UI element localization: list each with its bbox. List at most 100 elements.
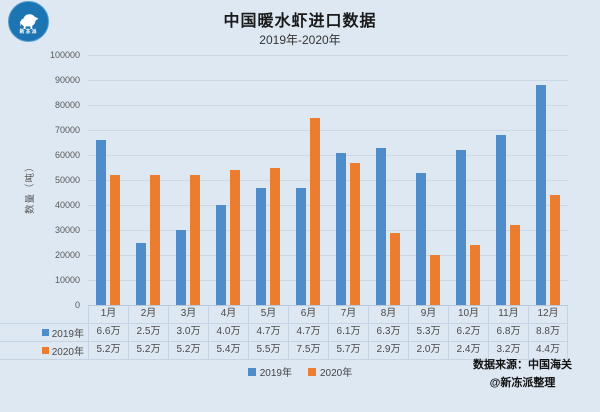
logo-label: 新冻派 bbox=[19, 28, 38, 35]
month-label: 1月 bbox=[88, 306, 128, 323]
bar-2020年-11月 bbox=[510, 225, 520, 305]
legend-swatch-2019 bbox=[247, 367, 256, 376]
bar-2019年-6月 bbox=[296, 187, 306, 305]
bar-2020年-1月 bbox=[110, 175, 120, 305]
bar-2019年-7月 bbox=[336, 152, 346, 305]
plot-area bbox=[88, 55, 568, 305]
value-2020年-8月: 2.9万 bbox=[368, 342, 408, 359]
data-table: 1月 2月 3月 4月 5月 6月 7月 8月 9月 10月 11月 12月 2019年 6.6万 2.… bbox=[0, 305, 568, 360]
value-2020年-3月: 5.2万 bbox=[168, 342, 208, 359]
month-row-label-spacer bbox=[0, 305, 88, 323]
y-tick-label: 0 bbox=[74, 300, 80, 310]
chart-legend: 2019年 2020年 bbox=[0, 364, 600, 379]
bar-2020年-5月 bbox=[270, 167, 280, 305]
gridline bbox=[88, 130, 568, 131]
y-tick-label: 10000 bbox=[54, 275, 80, 285]
value-2019年-6月: 4.7万 bbox=[288, 324, 328, 341]
bar-2020年-9月 bbox=[430, 255, 440, 305]
bar-group-1月 bbox=[88, 55, 128, 305]
value-2020年-1月: 5.2万 bbox=[88, 342, 128, 359]
value-2019年-12月: 8.8万 bbox=[528, 324, 568, 341]
gridline bbox=[88, 80, 568, 81]
bar-group-6月 bbox=[288, 55, 328, 305]
value-2019年-11月: 6.8万 bbox=[488, 324, 528, 341]
value-2020年-12月: 4.4万 bbox=[528, 342, 568, 359]
y-tick-label: 90000 bbox=[54, 75, 80, 85]
data-source: 数据来源：中国海关 @新冻派整理 bbox=[473, 357, 572, 392]
gridline bbox=[88, 205, 568, 206]
gridline bbox=[88, 280, 568, 281]
bar-2020年-12月 bbox=[550, 195, 560, 305]
value-2020年-2月: 5.2万 bbox=[128, 342, 168, 359]
y-tick-label: 40000 bbox=[54, 200, 80, 210]
month-label: 8月 bbox=[368, 306, 408, 323]
month-row-cells: 1月 2月 3月 4月 5月 6月 7月 8月 9月 10月 11月 12月 bbox=[88, 305, 568, 323]
data-source-line2: @新冻派整理 bbox=[489, 376, 556, 389]
month-label: 9月 bbox=[408, 306, 448, 323]
gridline bbox=[88, 230, 568, 231]
bar-2019年-4月 bbox=[216, 205, 226, 305]
value-2020年-6月: 7.5万 bbox=[288, 342, 328, 359]
bar-2019年-10月 bbox=[456, 150, 466, 305]
month-label: 5月 bbox=[248, 306, 288, 323]
month-label: 11月 bbox=[488, 306, 528, 323]
bar-2020年-10月 bbox=[470, 245, 480, 305]
value-2019年-4月: 4.0万 bbox=[208, 324, 248, 341]
bars bbox=[88, 55, 568, 305]
bar-2019年-1月 bbox=[96, 140, 106, 305]
value-2020年-7月: 5.7万 bbox=[328, 342, 368, 359]
month-row: 1月 2月 3月 4月 5月 6月 7月 8月 9月 10月 11月 12月 bbox=[0, 305, 568, 323]
series-name-2020: 2020年 bbox=[51, 347, 84, 358]
series-swatch-2020 bbox=[41, 347, 49, 354]
month-label: 4月 bbox=[208, 306, 248, 323]
bar-2019年-5月 bbox=[256, 187, 266, 305]
value-2020年-11月: 3.2万 bbox=[488, 342, 528, 359]
bar-2019年-12月 bbox=[536, 85, 546, 305]
bar-2020年-6月 bbox=[310, 117, 320, 305]
value-2020年-10月: 2.4万 bbox=[448, 342, 488, 359]
gridlines bbox=[88, 55, 568, 305]
value-2019年-1月: 6.6万 bbox=[88, 324, 128, 341]
chart-subtitle: 2019年-2020年 bbox=[259, 33, 341, 47]
data-source-line1: 数据来源：中国海关 bbox=[473, 359, 572, 371]
value-2020年-4月: 5.4万 bbox=[208, 342, 248, 359]
gridline bbox=[88, 255, 568, 256]
value-2019年-2月: 2.5万 bbox=[128, 324, 168, 341]
legend-label-2019: 2019年 bbox=[259, 368, 292, 379]
bar-group-9月 bbox=[408, 55, 448, 305]
chart-title: 中国暖水虾进口数据 bbox=[223, 13, 377, 30]
value-2019年-5月: 4.7万 bbox=[248, 324, 288, 341]
y-tick-label: 50000 bbox=[54, 175, 80, 185]
month-label: 2月 bbox=[128, 306, 168, 323]
bar-2019年-8月 bbox=[376, 147, 386, 305]
bar-group-4月 bbox=[208, 55, 248, 305]
bar-2019年-3月 bbox=[176, 230, 186, 305]
polar-bear-icon bbox=[16, 9, 42, 31]
bar-group-5月 bbox=[248, 55, 288, 305]
bar-2019年-9月 bbox=[416, 172, 426, 305]
month-label: 12月 bbox=[528, 306, 568, 323]
legend-label-2020: 2020年 bbox=[320, 368, 353, 379]
bar-2020年-4月 bbox=[230, 170, 240, 305]
series-name-2019: 2019年 bbox=[51, 329, 84, 340]
y-axis-ticks: 0 10000 20000 30000 40000 50000 60000 70000 8000… bbox=[0, 50, 80, 310]
legend-item-2020: 2020年 bbox=[308, 364, 352, 379]
bar-group-8月 bbox=[368, 55, 408, 305]
series-cells-2020: 5.2万 5.2万 5.2万 5.4万 5.5万 7.5万 5.7万 2.9万 2.0万 2.4万… bbox=[88, 342, 568, 359]
bar-group-10月 bbox=[448, 55, 488, 305]
bar-group-3月 bbox=[168, 55, 208, 305]
value-2019年-8月: 6.3万 bbox=[368, 324, 408, 341]
bar-group-7月 bbox=[328, 55, 368, 305]
month-label: 7月 bbox=[328, 306, 368, 323]
gridline bbox=[88, 105, 568, 106]
legend-swatch-2020 bbox=[308, 367, 316, 376]
y-tick-label: 70000 bbox=[54, 125, 80, 135]
month-label: 6月 bbox=[288, 306, 328, 323]
value-2019年-7月: 6.1万 bbox=[328, 324, 368, 341]
bar-2020年-3月 bbox=[190, 175, 200, 305]
bar-2019年-11月 bbox=[496, 135, 506, 305]
bar-2020年-8月 bbox=[390, 232, 400, 305]
bar-2020年-7月 bbox=[350, 162, 360, 305]
value-2020年-9月: 2.0万 bbox=[408, 342, 448, 359]
series-row-2019: 2019年 6.6万 2.5万 3.0万 4.0万 4.7万 4.7万 6.1万 6.3万 5.… bbox=[0, 323, 568, 341]
